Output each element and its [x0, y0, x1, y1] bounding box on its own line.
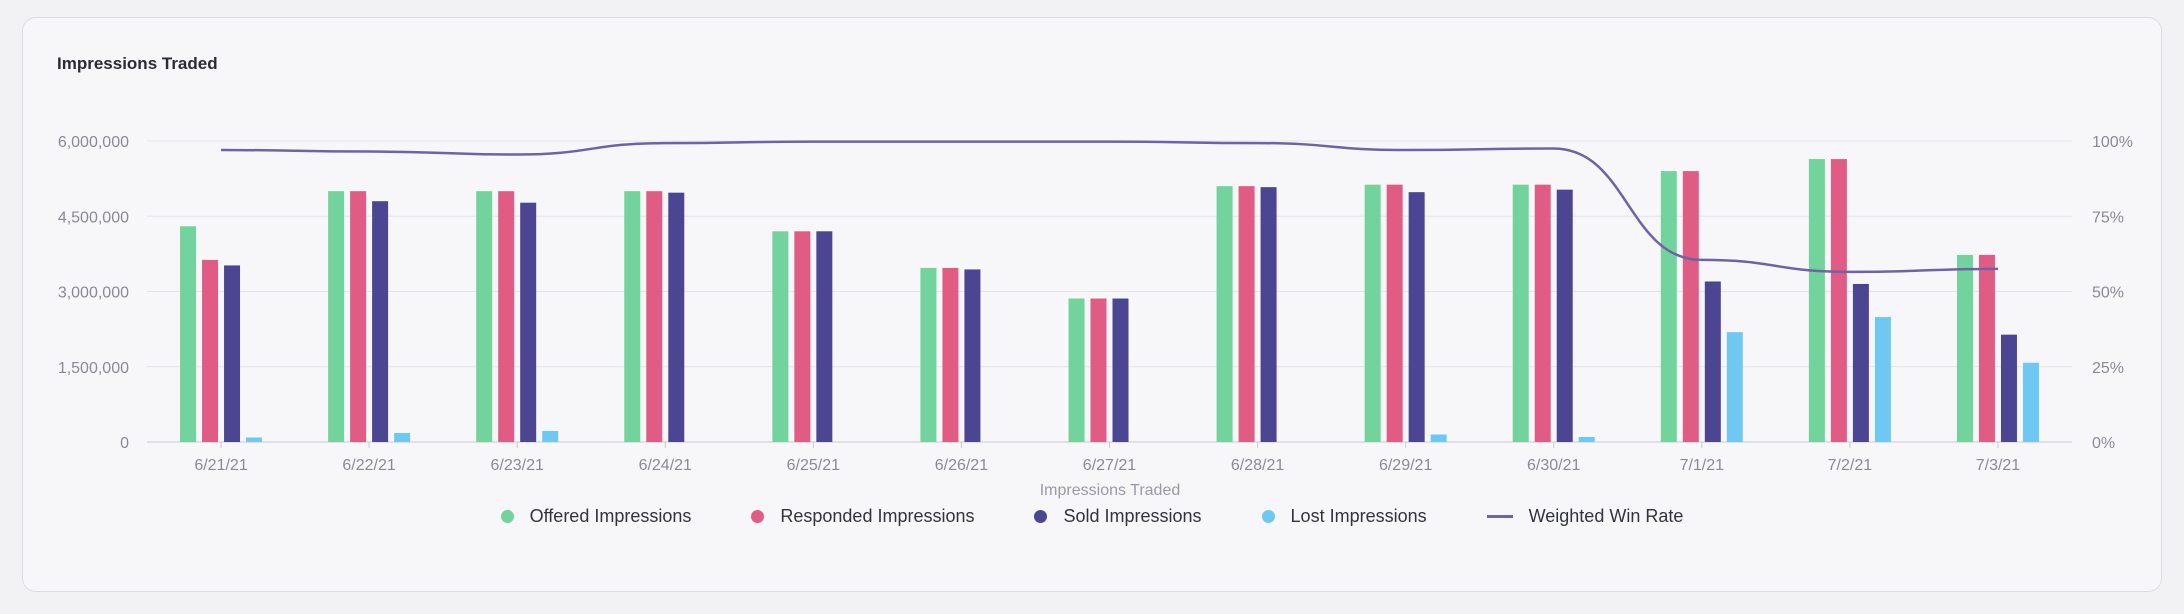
x-tick-label: 6/21/21 [194, 457, 247, 474]
bar-lost-impressions[interactable] [1874, 317, 1891, 442]
legend-item-lost-impressions[interactable]: Lost Impressions [1261, 506, 1427, 527]
bar-responded-impressions[interactable] [1534, 184, 1551, 442]
bar-lost-impressions[interactable] [1726, 332, 1743, 442]
line-weighted-win-rate[interactable] [221, 140, 1998, 274]
x-tick-label: 7/3/21 [1976, 457, 2021, 474]
legend-label: Responded Impressions [780, 506, 975, 526]
bar-responded-impressions[interactable] [1978, 254, 1995, 442]
x-tick-label: 7/1/21 [1680, 457, 1725, 474]
bar-responded-impressions[interactable] [498, 191, 515, 442]
y2-tick-label: 100% [2092, 134, 2133, 151]
legend-label: Lost Impressions [1290, 506, 1427, 526]
bar-offered-impressions[interactable] [476, 191, 493, 442]
bar-offered-impressions[interactable] [1808, 159, 1825, 442]
bar-lost-impressions[interactable] [394, 432, 411, 442]
bar-sold-impressions[interactable] [964, 269, 981, 442]
x-tick-label: 6/30/21 [1527, 457, 1580, 474]
bar-responded-impressions[interactable] [646, 191, 663, 442]
legend-dot [1261, 510, 1275, 523]
legend-dot [1034, 510, 1048, 523]
legend-label: Offered Impressions [529, 506, 692, 526]
legend-item-responded-impressions[interactable]: Responded Impressions [751, 506, 974, 527]
bar-offered-impressions[interactable] [1364, 184, 1381, 442]
x-axis-title: Impressions Traded [1040, 482, 1181, 499]
x-tick-label: 6/22/21 [342, 457, 395, 474]
y2-tick-label: 0% [2092, 435, 2115, 452]
x-tick-label: 6/27/21 [1083, 457, 1136, 474]
bar-offered-impressions[interactable] [180, 226, 197, 442]
grid-lines [147, 140, 2072, 443]
x-tick-label: 6/26/21 [935, 457, 988, 474]
bar-sold-impressions[interactable] [1408, 192, 1425, 442]
bar-sold-impressions[interactable] [1556, 189, 1573, 442]
bar-responded-impressions[interactable] [1386, 184, 1403, 442]
bar-responded-impressions[interactable] [1682, 171, 1699, 442]
bar-sold-impressions[interactable] [224, 265, 241, 442]
legend-dot [751, 510, 765, 523]
bar-offered-impressions[interactable] [1512, 184, 1529, 442]
x-tick-label: 7/2/21 [1828, 457, 1873, 474]
bar-lost-impressions[interactable] [1578, 436, 1595, 442]
x-tick-label: 6/25/21 [787, 457, 840, 474]
bar-offered-impressions[interactable] [1956, 254, 1973, 442]
y-tick-label: 4,500,000 [58, 209, 129, 226]
bar-sold-impressions[interactable] [2000, 334, 2017, 442]
bar-responded-impressions[interactable] [942, 267, 959, 442]
legend-item-weighted-win-rate[interactable]: Weighted Win Rate [1486, 506, 1684, 527]
x-tick-label: 6/29/21 [1379, 457, 1432, 474]
legend-item-sold-impressions[interactable]: Sold Impressions [1034, 506, 1202, 527]
bar-sold-impressions[interactable] [1112, 298, 1129, 442]
bar-sold-impressions[interactable] [520, 202, 537, 442]
bar-offered-impressions[interactable] [772, 231, 789, 442]
y2-tick-label: 25% [2092, 360, 2124, 377]
axes: 0 1,500,000 3,000,000 4,500,000 6,000,000 0% 2… [58, 134, 2133, 474]
bar-sold-impressions[interactable] [816, 231, 833, 442]
bar-lost-impressions[interactable] [542, 430, 559, 442]
bar-sold-impressions[interactable] [668, 192, 685, 442]
bar-offered-impressions[interactable] [1660, 171, 1677, 442]
y-tick-label: 1,500,000 [58, 360, 129, 377]
bar-responded-impressions[interactable] [794, 231, 811, 442]
y-tick-label: 6,000,000 [58, 134, 129, 151]
bar-sold-impressions[interactable] [372, 201, 389, 442]
bar-offered-impressions[interactable] [328, 191, 345, 442]
y-tick-label: 3,000,000 [58, 285, 129, 302]
legend-label: Sold Impressions [1063, 506, 1202, 526]
bar-sold-impressions[interactable] [1852, 283, 1869, 442]
bar-responded-impressions[interactable] [202, 259, 219, 442]
bar-series [180, 159, 2039, 442]
bar-responded-impressions[interactable] [1830, 159, 1847, 442]
x-tick-label: 6/24/21 [639, 457, 692, 474]
bar-lost-impressions[interactable] [246, 437, 263, 442]
bar-offered-impressions[interactable] [1068, 298, 1085, 442]
bar-offered-impressions[interactable] [1216, 186, 1233, 442]
win-rate-line [221, 140, 1998, 274]
bar-offered-impressions[interactable] [920, 267, 937, 442]
chart-legend: Offered Impressions Responded Impressions… [0, 506, 2184, 527]
chart-title: Impressions Traded [57, 54, 218, 73]
legend-label: Weighted Win Rate [1528, 506, 1684, 526]
bar-lost-impressions[interactable] [1430, 434, 1447, 442]
y2-tick-label: 50% [2092, 285, 2124, 302]
bar-lost-impressions[interactable] [2022, 362, 2039, 442]
bar-responded-impressions[interactable] [1238, 186, 1255, 442]
y-tick-label: 0 [120, 435, 129, 452]
x-tick-label: 6/28/21 [1231, 457, 1284, 474]
bar-sold-impressions[interactable] [1260, 187, 1277, 442]
bar-responded-impressions[interactable] [350, 191, 367, 442]
legend-line-swatch [1486, 515, 1513, 518]
legend-dot [500, 510, 514, 523]
bar-responded-impressions[interactable] [1090, 298, 1107, 442]
legend-item-offered-impressions[interactable]: Offered Impressions [500, 506, 692, 527]
y2-tick-label: 75% [2092, 209, 2124, 226]
bar-sold-impressions[interactable] [1704, 281, 1721, 442]
x-tick-label: 6/23/21 [490, 457, 543, 474]
bar-offered-impressions[interactable] [624, 191, 641, 442]
